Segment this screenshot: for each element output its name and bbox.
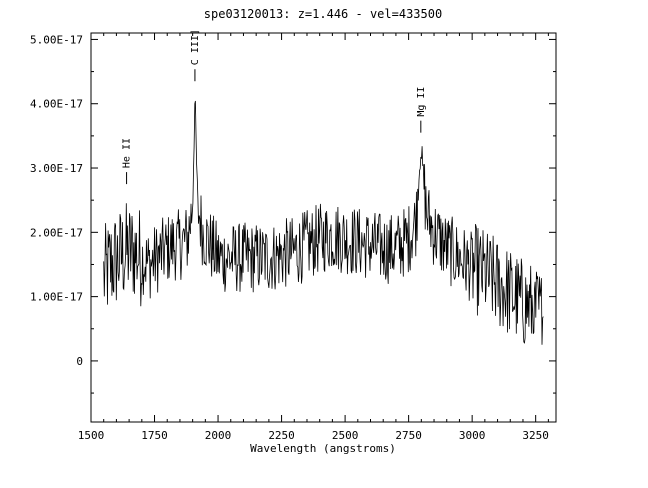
y-tick-label: 4.00E-17 (30, 98, 83, 111)
y-tick-label: 0 (76, 355, 83, 368)
plot-frame (90, 32, 557, 423)
x-tick-label: 2750 (395, 429, 422, 442)
y-tick-label: 2.00E-17 (30, 226, 83, 239)
x-tick-label: 1750 (141, 429, 168, 442)
y-tick-label: 3.00E-17 (30, 162, 83, 175)
chart-title: spe03120013: z=1.446 - vel=433500 (204, 7, 442, 21)
y-tick-label: 1.00E-17 (30, 291, 83, 304)
axis-ticks (90, 33, 556, 422)
x-tick-label: 3250 (522, 429, 549, 442)
y-tick-label: 5.00E-17 (30, 33, 83, 46)
line-annotations: He II C III] Mg II (122, 29, 427, 185)
x-tick-label: 1500 (78, 429, 105, 442)
x-tick-label: 3000 (459, 429, 486, 442)
emission-line-label: He II (122, 138, 133, 168)
x-tick-label: 2250 (268, 429, 295, 442)
x-axis-label: Wavelength (angstroms) (250, 442, 396, 455)
axis-tick-labels: 1500 1750 2000 2250 2500 2750 3000 3250 0 1.00E-1… (30, 33, 549, 442)
emission-line-label: C III] (190, 29, 201, 65)
spectrum-line (103, 100, 544, 345)
x-tick-label: 2000 (205, 429, 232, 442)
x-tick-label: 2500 (332, 429, 359, 442)
emission-line-label: Mg II (416, 87, 427, 117)
